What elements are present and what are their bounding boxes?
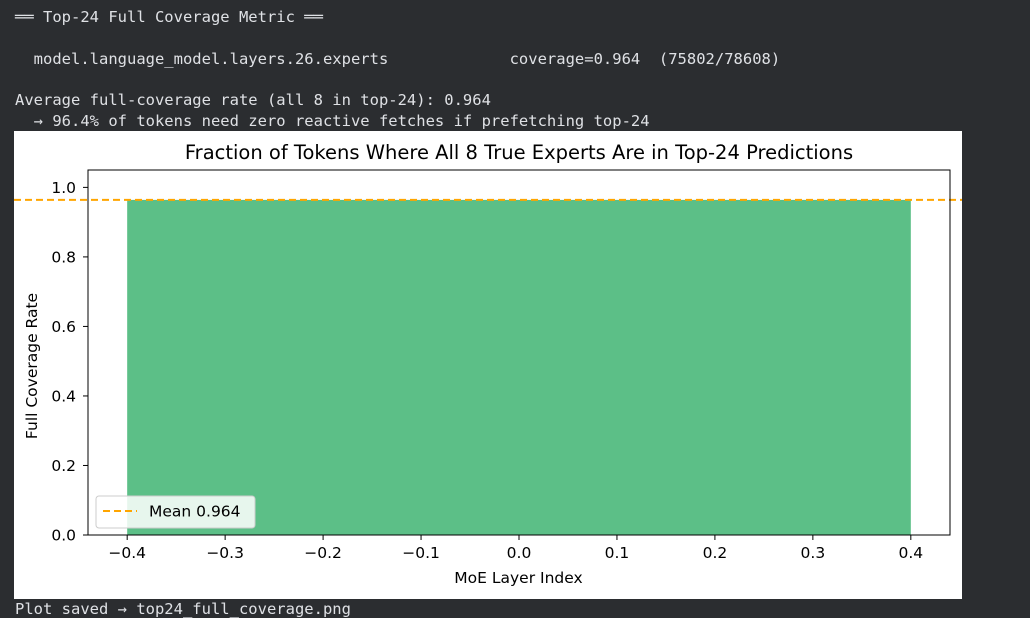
coverage-bar [127,199,911,535]
y-tick-label: 1.0 [51,179,76,197]
legend-box [95,495,256,529]
layer-coverage-row: model.language_model.layers.26.experts c… [15,50,781,68]
x-tick-label: 0.4 [898,544,923,562]
legend-mean-label: Mean 0.964 [149,503,241,521]
plot-saved-line: Plot saved → top24_full_coverage.png [15,600,351,618]
x-axis-label: MoE Layer Index [454,569,582,587]
y-tick-label: 0.2 [51,457,76,475]
coverage-chart: Fraction of Tokens Where All 8 True Expe… [14,141,962,587]
y-axis-label: Full Coverage Rate [23,293,41,439]
coverage-chart-figure: Fraction of Tokens Where All 8 True Expe… [14,131,962,599]
prefetch-summary-line: → 96.4% of tokens need zero reactive fet… [15,112,650,130]
y-tick-label: 0.8 [51,248,76,266]
chart-title: Fraction of Tokens Where All 8 True Expe… [185,141,853,164]
x-tick-label: −0.1 [402,544,440,562]
y-tick-label: 0.6 [51,318,76,336]
output-header: ══ Top-24 Full Coverage Metric ══ [15,8,323,26]
x-tick-label: 0.1 [605,544,630,562]
x-tick-label: 0.0 [507,544,532,562]
y-tick-label: 0.0 [51,527,76,545]
x-tick-label: −0.2 [304,544,342,562]
x-tick-label: −0.4 [108,544,146,562]
x-tick-label: 0.3 [801,544,826,562]
x-tick-label: 0.2 [703,544,728,562]
chart-legend: Mean 0.964 [95,495,256,529]
y-tick-label: 0.4 [51,387,76,405]
average-coverage-line: Average full-coverage rate (all 8 in top… [15,91,491,109]
x-tick-label: −0.3 [206,544,244,562]
